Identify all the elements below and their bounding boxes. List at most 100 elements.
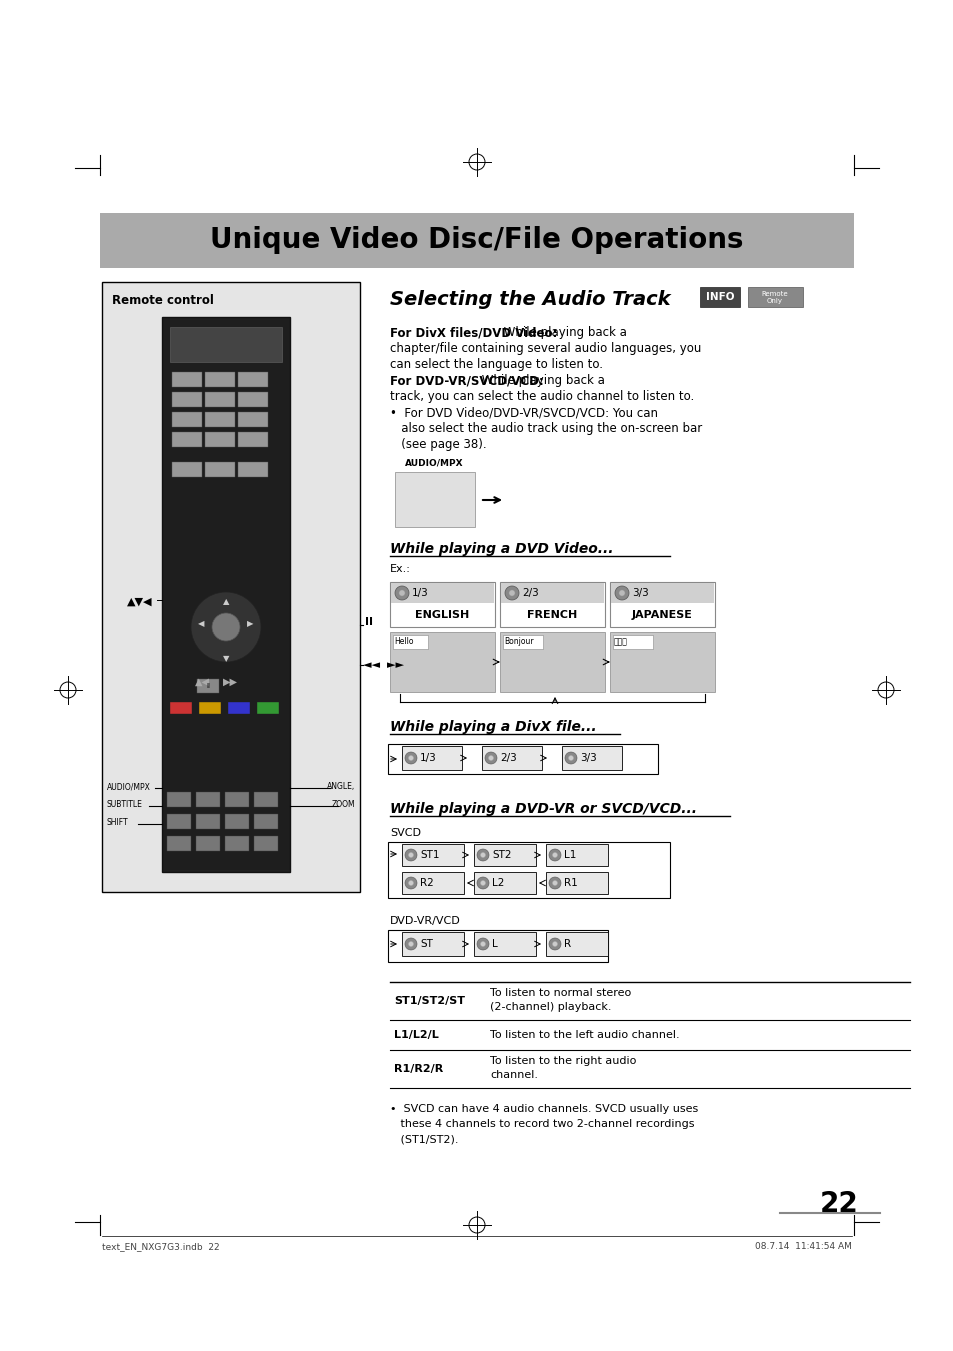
FancyBboxPatch shape [481,746,541,770]
Circle shape [552,881,557,885]
Circle shape [548,938,560,950]
FancyBboxPatch shape [172,412,202,427]
FancyBboxPatch shape [474,844,536,866]
Circle shape [395,586,409,600]
Text: chapter/file containing several audio languages, you: chapter/file containing several audio la… [390,342,700,355]
FancyBboxPatch shape [225,836,249,851]
FancyBboxPatch shape [253,792,277,807]
Text: can select the language to listen to.: can select the language to listen to. [390,358,602,372]
FancyBboxPatch shape [388,744,658,774]
Text: SUBTITLE: SUBTITLE [107,800,143,809]
Text: R: R [563,939,571,948]
Text: ST1: ST1 [419,850,439,861]
FancyBboxPatch shape [610,584,713,603]
FancyBboxPatch shape [401,932,463,957]
FancyBboxPatch shape [747,286,802,307]
FancyBboxPatch shape [225,792,249,807]
FancyBboxPatch shape [256,703,278,713]
FancyBboxPatch shape [162,317,290,871]
Text: R1/R2/R: R1/R2/R [394,1065,443,1074]
Text: II: II [365,617,373,627]
FancyBboxPatch shape [205,432,234,447]
FancyBboxPatch shape [172,462,202,477]
Text: 22: 22 [820,1190,858,1219]
FancyBboxPatch shape [205,372,234,386]
Text: ◄◄  ►►: ◄◄ ►► [363,661,403,670]
Circle shape [504,586,518,600]
FancyBboxPatch shape [253,815,277,830]
Circle shape [480,852,485,858]
FancyBboxPatch shape [502,635,542,648]
FancyBboxPatch shape [172,392,202,407]
Text: SVCD: SVCD [390,828,420,838]
Text: also select the audio track using the on-screen bar: also select the audio track using the on… [390,422,701,435]
FancyBboxPatch shape [474,932,536,957]
Text: Hello: Hello [394,638,413,647]
Text: L2: L2 [492,878,504,888]
Text: おはよ: おはよ [614,638,627,647]
FancyBboxPatch shape [609,632,714,692]
Circle shape [552,852,557,858]
Circle shape [405,753,416,765]
Circle shape [488,755,493,761]
Text: Unique Video Disc/File Operations: Unique Video Disc/File Operations [210,226,743,254]
Text: 3/3: 3/3 [579,753,597,763]
Text: ANGLE,: ANGLE, [327,782,355,790]
Circle shape [398,590,405,596]
Circle shape [480,881,485,885]
FancyBboxPatch shape [237,412,268,427]
FancyBboxPatch shape [609,582,714,627]
Text: JAPANESE: JAPANESE [631,611,692,620]
Text: Selecting the Audio Track: Selecting the Audio Track [390,290,670,309]
FancyBboxPatch shape [100,213,853,267]
Text: While playing a DVD-VR or SVCD/VCD...: While playing a DVD-VR or SVCD/VCD... [390,802,697,816]
FancyBboxPatch shape [545,932,607,957]
Text: AUDIO/MPX: AUDIO/MPX [107,782,151,790]
FancyBboxPatch shape [561,746,621,770]
FancyBboxPatch shape [237,372,268,386]
Circle shape [564,753,577,765]
FancyBboxPatch shape [196,680,219,693]
Text: ▲▼◀: ▲▼◀ [127,597,152,607]
FancyBboxPatch shape [228,703,250,713]
Circle shape [476,938,489,950]
FancyBboxPatch shape [237,432,268,447]
Text: AUDIO/MPX: AUDIO/MPX [405,458,463,467]
Text: Ex.:: Ex.: [390,563,411,574]
Text: 3/3: 3/3 [631,588,648,598]
Text: While playing a DVD Video...: While playing a DVD Video... [390,542,613,557]
Text: Bonjour: Bonjour [503,638,533,647]
Text: ENGLISH: ENGLISH [415,611,469,620]
Text: ZOOM: ZOOM [331,800,355,809]
Text: To listen to normal stereo: To listen to normal stereo [490,988,631,998]
Text: INFO: INFO [705,292,734,303]
FancyBboxPatch shape [225,815,249,830]
Circle shape [408,852,413,858]
Text: To listen to the right audio: To listen to the right audio [490,1056,636,1066]
FancyBboxPatch shape [205,392,234,407]
Circle shape [548,877,560,889]
FancyBboxPatch shape [390,632,495,692]
FancyBboxPatch shape [613,635,652,648]
Text: L1/L2/L: L1/L2/L [394,1029,438,1040]
Text: II: II [206,684,210,689]
FancyBboxPatch shape [195,792,220,807]
Text: Remote control: Remote control [112,295,213,307]
Text: ▼: ▼ [222,654,229,663]
FancyBboxPatch shape [205,412,234,427]
Text: ▲: ▲ [222,597,229,607]
FancyBboxPatch shape [401,746,461,770]
Text: While playing back a: While playing back a [477,374,604,386]
FancyBboxPatch shape [401,844,463,866]
Text: While playing a DivX file...: While playing a DivX file... [390,720,596,734]
Text: 08.7.14  11:41:54 AM: 08.7.14 11:41:54 AM [755,1242,851,1251]
Circle shape [405,938,416,950]
Text: 1/3: 1/3 [419,753,436,763]
FancyBboxPatch shape [388,842,669,898]
FancyBboxPatch shape [401,871,463,894]
FancyBboxPatch shape [172,372,202,386]
Circle shape [408,881,413,885]
Text: ST2: ST2 [492,850,511,861]
Circle shape [476,848,489,861]
FancyBboxPatch shape [700,286,740,307]
